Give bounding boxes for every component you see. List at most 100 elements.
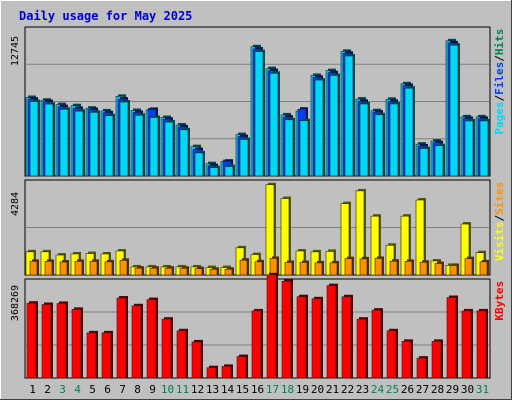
bar-kbytes-face xyxy=(161,318,172,379)
bar-sites-face xyxy=(134,267,143,276)
day-label-4: 4 xyxy=(74,383,81,396)
bar-group-middle-day-16 xyxy=(250,252,264,276)
bar-kbytes xyxy=(176,328,188,379)
bar-kbytes-face xyxy=(416,357,427,379)
day-label-9: 9 xyxy=(149,383,156,396)
bar-kbytes-face xyxy=(56,303,67,379)
day-label-27: 27 xyxy=(416,383,429,396)
bar-sites-face xyxy=(299,262,308,276)
bar-group-top-day-6 xyxy=(100,108,115,177)
legend-item-pages: Pages xyxy=(493,101,506,134)
bar-kbytes xyxy=(446,295,458,379)
bar-kbytes xyxy=(101,330,113,379)
bar-group-middle-day-19 xyxy=(295,248,309,276)
bar-pages xyxy=(359,101,370,177)
bar-group-bottom-day-1 xyxy=(26,301,38,379)
bar-group-top-day-3 xyxy=(55,102,70,177)
bar-sites xyxy=(89,259,99,276)
bar-group-middle-day-27 xyxy=(415,198,429,276)
bar-pages-face xyxy=(269,72,279,177)
bar-group-top-day-1 xyxy=(25,95,40,177)
bar-kbytes xyxy=(86,330,98,379)
panel-bottom: 368269 KBytes xyxy=(10,272,506,379)
bar-sites xyxy=(194,266,204,276)
bar-group-middle-day-10 xyxy=(160,264,174,276)
bar-group-bottom-day-24 xyxy=(371,308,383,379)
day-label-12: 12 xyxy=(191,383,204,396)
bar-pages-face xyxy=(344,55,354,177)
bar-group-top-day-12 xyxy=(190,144,205,177)
bar-kbytes xyxy=(41,302,53,379)
bar-pages-face xyxy=(89,111,99,177)
day-label-3: 3 xyxy=(59,383,66,396)
bar-group-bottom-day-16 xyxy=(251,308,263,379)
bar-kbytes-face xyxy=(236,356,247,379)
day-label-5: 5 xyxy=(89,383,96,396)
bar-sites-face xyxy=(44,261,53,276)
bar-group-bottom-day-3 xyxy=(56,301,68,379)
bar-kbytes xyxy=(221,364,233,379)
bar-group-top-day-5 xyxy=(85,106,100,177)
bar-pages-face xyxy=(329,75,339,177)
legend-middle: Visits/Sites xyxy=(493,182,506,262)
bar-kbytes-face xyxy=(41,304,52,379)
bar-pages xyxy=(239,137,250,177)
day-label-25: 25 xyxy=(386,383,399,396)
bar-sites-face xyxy=(404,261,413,276)
bar-sites-face xyxy=(254,261,263,276)
bar-kbytes-face xyxy=(266,274,277,379)
bar-group-bottom-day-12 xyxy=(191,339,203,379)
bar-sites-face xyxy=(74,261,83,276)
bar-kbytes xyxy=(326,283,338,379)
bar-kbytes xyxy=(236,354,248,379)
legend-item-kbytes: KBytes xyxy=(493,281,506,321)
day-label-14: 14 xyxy=(221,383,235,396)
bar-group-bottom-day-8 xyxy=(131,303,143,379)
bar-kbytes-face xyxy=(341,296,352,379)
bar-kbytes xyxy=(26,301,38,379)
bar-group-middle-day-14 xyxy=(220,265,234,276)
bar-group-bottom-day-5 xyxy=(86,330,98,379)
ymax-label-top: 12745 xyxy=(10,36,21,66)
bar-pages xyxy=(419,146,430,177)
bar-group-bottom-day-25 xyxy=(386,328,398,379)
bar-group-middle-day-30 xyxy=(460,222,474,276)
bar-sites xyxy=(119,258,129,276)
bar-group-bottom-day-14 xyxy=(221,364,233,379)
bar-kbytes-face xyxy=(431,341,442,379)
bar-sites xyxy=(359,256,369,276)
bar-group-bottom-day-19 xyxy=(296,294,308,379)
bar-group-top-day-7 xyxy=(115,94,130,177)
bar-pages-face xyxy=(389,103,399,177)
bar-group-bottom-day-6 xyxy=(101,330,113,379)
bar-group-bottom-day-11 xyxy=(176,328,188,379)
bar-group-top-day-30 xyxy=(460,114,475,177)
bar-group-top-day-2 xyxy=(40,98,55,177)
bar-sites-face xyxy=(119,260,128,276)
bar-sites-face xyxy=(239,259,248,276)
bar-pages xyxy=(479,118,490,177)
day-label-30: 30 xyxy=(461,383,474,396)
bar-sites-face xyxy=(434,263,443,276)
bar-group-middle-day-12 xyxy=(190,264,204,276)
bar-sites-face xyxy=(374,258,383,276)
bar-pages-face xyxy=(449,44,459,177)
bar-pages xyxy=(209,165,220,177)
day-label-23: 23 xyxy=(356,383,369,396)
legend-item-visits: Visits xyxy=(493,221,506,261)
day-label-22: 22 xyxy=(341,383,354,396)
bar-kbytes-face xyxy=(191,341,202,379)
bar-sites-face xyxy=(149,267,158,276)
bar-pages-face xyxy=(134,114,144,177)
bar-sites xyxy=(314,260,324,276)
bar-group-middle-day-11 xyxy=(175,264,189,276)
bar-pages-face xyxy=(164,121,174,177)
bar-group-middle-day-22 xyxy=(340,201,354,276)
bar-pages xyxy=(389,101,400,177)
bar-sites xyxy=(239,258,249,276)
bar-group-top-day-17 xyxy=(265,66,280,177)
bar-kbytes xyxy=(311,296,323,379)
legend-item-sites: Sites xyxy=(493,182,506,215)
bar-group-bottom-day-13 xyxy=(206,365,218,379)
